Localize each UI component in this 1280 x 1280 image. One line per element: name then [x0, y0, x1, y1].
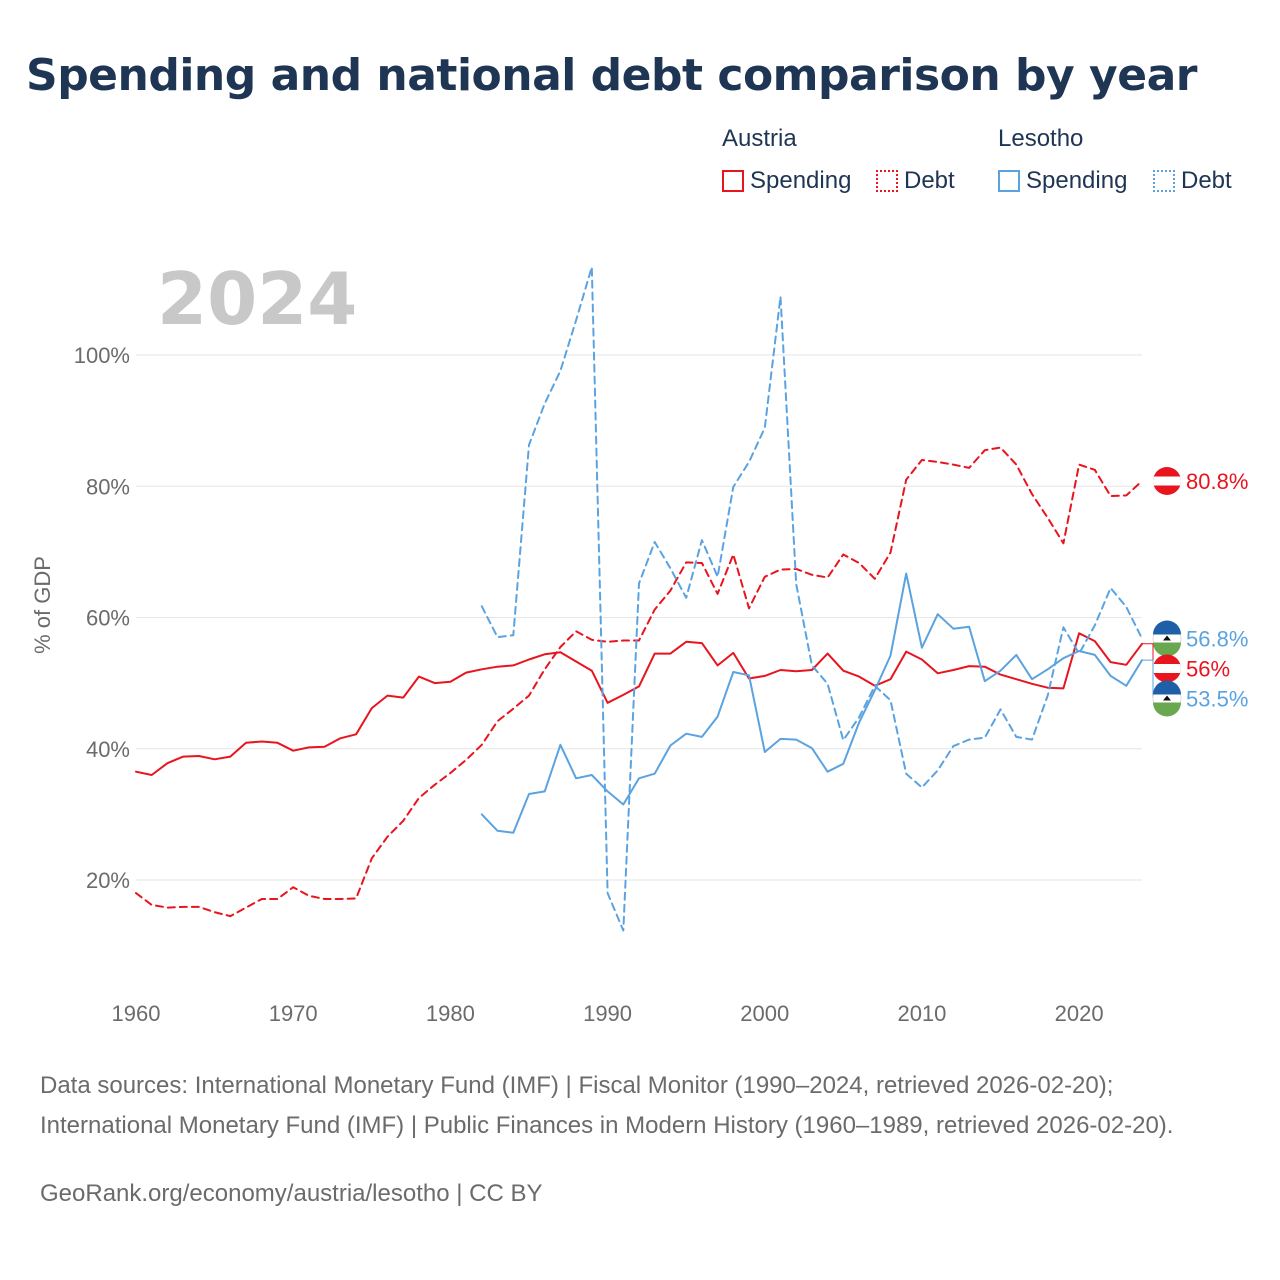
solid-line-swatch-icon [722, 170, 744, 192]
austria-spending-end-marker [1153, 654, 1181, 683]
legend-lesotho-spending[interactable]: Spending [998, 167, 1127, 195]
data-source-note: Data sources: International Monetary Fun… [40, 1072, 1174, 1139]
marker-connector [1142, 643, 1154, 669]
y-tick-label: 100% [74, 343, 130, 368]
y-tick-label: 80% [86, 474, 130, 499]
series-lines [135, 266, 1143, 932]
marker-connector [1142, 659, 1154, 699]
lesotho-debt-line [480, 266, 1143, 932]
end-value-label: 56% [1186, 657, 1230, 682]
y-tick-label: 60% [86, 606, 130, 631]
year-watermark: 2024 [157, 257, 357, 341]
legend-austria-debt[interactable]: Debt [876, 167, 955, 195]
end-value-label: 53.5% [1186, 687, 1248, 712]
x-tick-label: 1970 [269, 1001, 318, 1026]
legend-lesotho-debt-label: Debt [1181, 167, 1232, 194]
y-tick-label: 40% [86, 737, 130, 762]
x-tick-label: 2000 [740, 1001, 789, 1026]
gridlines [136, 354, 1142, 881]
end-markers: 80.8% 56.8% 56% 53.5% [1142, 467, 1248, 717]
x-tick-label: 1980 [426, 1001, 475, 1026]
y-axis-label: % of GDP [30, 556, 55, 654]
lesotho-spending-line [480, 572, 1143, 834]
legend-austria-spending[interactable]: Spending [722, 167, 851, 195]
end-value-label: 56.8% [1186, 627, 1248, 652]
austria-debt-line [135, 446, 1143, 918]
x-tick-label: 1960 [112, 1001, 161, 1026]
dotted-line-swatch-icon [1153, 170, 1175, 192]
y-tick-label: 20% [86, 868, 130, 893]
y-axis-ticks: 20% 40% 60% 80% 100% [74, 343, 130, 893]
x-tick-label: 2010 [897, 1001, 946, 1026]
austria-spending-line [135, 632, 1143, 776]
lesotho-spending-end-marker [1152, 680, 1182, 717]
legend-austria-spending-label: Spending [750, 167, 852, 194]
legend-austria-label: Austria [722, 125, 797, 152]
chart-title: Spending and national debt comparison by… [26, 50, 1197, 101]
legend-lesotho-spending-label: Spending [1026, 167, 1128, 194]
credit-link[interactable]: GeoRank.org/economy/austria/lesotho | CC… [40, 1180, 543, 1207]
legend-austria-debt-label: Debt [904, 167, 955, 194]
legend-lesotho-debt[interactable]: Debt [1153, 167, 1232, 195]
dotted-line-swatch-icon [876, 170, 898, 192]
x-tick-label: 2020 [1055, 1001, 1104, 1026]
legend-lesotho-label: Lesotho [998, 125, 1084, 152]
x-tick-label: 1990 [583, 1001, 632, 1026]
austria-debt-end-marker [1153, 467, 1181, 495]
x-axis-ticks: 1960 1970 1980 1990 2000 2010 2020 [112, 1001, 1104, 1026]
solid-line-swatch-icon [998, 170, 1020, 192]
lesotho-debt-end-marker [1152, 620, 1182, 657]
end-value-label: 80.8% [1186, 469, 1248, 494]
line-chart: 2024 20% 40% 60% 80% 100% 1960 1970 1980 1990 20… [30, 257, 1248, 1026]
